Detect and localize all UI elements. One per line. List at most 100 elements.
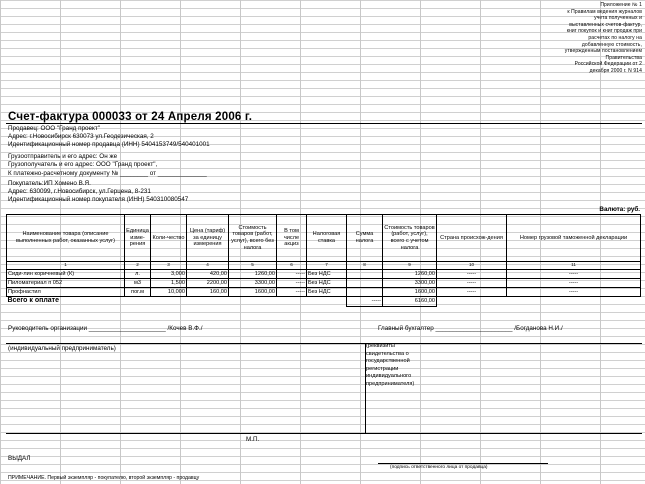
head-signature: Руководитель организации _______________… <box>8 325 203 332</box>
header-cell: Единица изме-рения <box>124 214 151 262</box>
stamp-divider <box>6 433 642 434</box>
responsible-caption: (подпись ответственного лица от продавца… <box>390 465 488 470</box>
seller-name: Продавец: ООО "Гранд проект" <box>8 125 100 132</box>
item-excise: ----- <box>276 278 307 288</box>
appendix-line: выставленных счетов-фактур, <box>569 21 642 28</box>
buyer-name: Покупатель:ИП Хомено В.Я. <box>8 180 91 187</box>
buyer-inn: Идентификационный номер покупателя (ИНН)… <box>8 196 189 203</box>
item-declaration: ----- <box>506 278 641 288</box>
column-number: 11 <box>506 261 641 270</box>
item-price: 2200,00 <box>186 278 229 288</box>
header-cell: Страна происхож-дения <box>436 214 507 262</box>
appendix-line: расчетах по налогу на <box>588 34 642 41</box>
item-name: Пиломатериал п 052 <box>6 278 125 288</box>
column-number: 5 <box>228 261 277 270</box>
footnote: ПРИМЕЧАНИЕ. Первый экземпляр - покупател… <box>8 475 200 481</box>
consignee: Грузополучатель и его адрес: ООО "Гранд … <box>8 161 158 168</box>
shipper: Грузоотправитель и его адрес: Он же <box>8 153 118 160</box>
column-number: 6 <box>276 261 307 270</box>
column-number: 1 <box>6 261 125 270</box>
header-cell: Налоговая ставка <box>306 214 347 262</box>
issued-label: ВЫДАЛ <box>8 455 31 462</box>
total-tax: ----- <box>346 296 383 307</box>
requisites-label: (реквизиты свидетельства о государственн… <box>366 343 415 387</box>
item-declaration: ----- <box>506 269 641 279</box>
total-label-cell: Всего к оплате <box>6 296 347 307</box>
accountant-signature: Главный бухгалтер ______________________… <box>378 325 563 332</box>
appendix-line: книг покупок и книг продаж при <box>566 28 642 35</box>
item-unit: л. <box>124 269 151 279</box>
header-cell: Цена (тариф) за единицу измерения <box>186 214 229 262</box>
item-cost: 3300,00 <box>228 278 277 288</box>
item-cost: 1600,00 <box>228 287 277 297</box>
column-number: 3 <box>150 261 187 270</box>
item-price: 420,00 <box>186 269 229 279</box>
invoice-table: Наименование товара (описание выполненны… <box>6 214 641 307</box>
item-excise: ----- <box>276 287 307 297</box>
item-price: 160,00 <box>186 287 229 297</box>
item-tax <box>346 269 383 279</box>
column-number: 10 <box>436 261 507 270</box>
signature-divider <box>6 343 642 344</box>
responsible-signature-line <box>378 463 548 464</box>
header-cell: Стоимость товаров (работ, услуг), всего … <box>382 214 437 262</box>
appendix-line: утвержденным постановлением <box>564 48 642 55</box>
column-number: 4 <box>186 261 229 270</box>
header-cell: Наименование товара (описание выполненны… <box>6 214 125 262</box>
header-cell: Коли-чество <box>150 214 187 262</box>
table-row: Профнастил пог.м 10,000 160,00 1600,00 -… <box>6 287 641 297</box>
buyer-address: Адрес: 630099, г.Новосибирск, ул.Герцена… <box>8 188 151 195</box>
seller-inn: Идентификационный номер продавца (ИНН) 5… <box>8 141 210 148</box>
column-number: 8 <box>346 261 383 270</box>
stamp-label: М.П. <box>246 436 260 443</box>
appendix-line: к Правилам ведения журналов <box>567 8 642 15</box>
appendix-line: Российской Федерации от 2 <box>574 61 642 68</box>
title-underline <box>6 123 642 124</box>
table-row: Сиди-лин коричневый (К) л. 3,000 420,00 … <box>6 269 641 279</box>
total-empty <box>437 297 641 307</box>
requisites-divider <box>365 343 366 433</box>
item-total: 3300,00 <box>382 278 437 288</box>
appendix-note: Приложение № 1 к Правилам ведения журнал… <box>540 2 642 75</box>
appendix-line: Правительства <box>605 54 642 61</box>
invoice-title: Счет-фактура 000033 от 24 Апреля 2006 г. <box>8 111 253 123</box>
header-cell: В том числе акциз <box>276 214 307 262</box>
item-country: ----- <box>436 269 507 279</box>
item-tax <box>346 278 383 288</box>
entrepreneur-label: (индивидуальный предприниматель) <box>8 345 116 352</box>
item-tax <box>346 287 383 297</box>
table-header-row: Наименование товара (описание выполненны… <box>6 214 641 262</box>
appendix-line: Приложение № 1 <box>600 2 642 8</box>
item-country: ----- <box>436 287 507 297</box>
appendix-line: учета полученных и <box>594 15 642 22</box>
column-number: 2 <box>124 261 151 270</box>
header-cell: Стоимость товаров (работ, услуг), всего … <box>228 214 277 262</box>
seller-address: Адрес: г.Новосибирск 630073 ул.Геодезиче… <box>8 133 154 140</box>
column-number: 9 <box>382 261 437 270</box>
item-unit: пог.м <box>124 287 151 297</box>
appendix-line: добавленную стоимость, <box>581 41 642 48</box>
item-declaration: ----- <box>506 287 641 297</box>
column-number-row: 1 2 3 4 5 6 7 8 9 10 11 <box>6 261 641 270</box>
item-country: ----- <box>436 278 507 288</box>
item-unit: м3 <box>124 278 151 288</box>
column-number: 7 <box>306 261 347 270</box>
header-cell: Сумма налога <box>346 214 383 262</box>
header-cell: Номер грузовой таможенной декларации <box>506 214 641 262</box>
item-excise: ----- <box>276 269 307 279</box>
payment-document: К платежно-расчетному документу № ______… <box>8 170 207 177</box>
item-quantity: 10,000 <box>150 287 187 297</box>
item-total: 1600,00 <box>382 287 437 297</box>
total-sum: 6160,00 <box>382 296 437 307</box>
item-tax-rate: Без НДС <box>306 278 347 288</box>
item-total: 1260,00 <box>382 269 437 279</box>
total-label: Всего к оплате <box>7 297 60 305</box>
currency-label: Валюта: руб. <box>599 206 640 213</box>
item-name: Профнастил <box>6 287 125 297</box>
item-quantity: 1,500 <box>150 278 187 288</box>
table-row: Пиломатериал п 052 м3 1,500 2200,00 3300… <box>6 278 641 288</box>
item-tax-rate: Без НДС <box>306 287 347 297</box>
item-tax-rate: Без НДС <box>306 269 347 279</box>
item-quantity: 3,000 <box>150 269 187 279</box>
appendix-line: декабря 2000 г. N 914 <box>589 67 642 74</box>
